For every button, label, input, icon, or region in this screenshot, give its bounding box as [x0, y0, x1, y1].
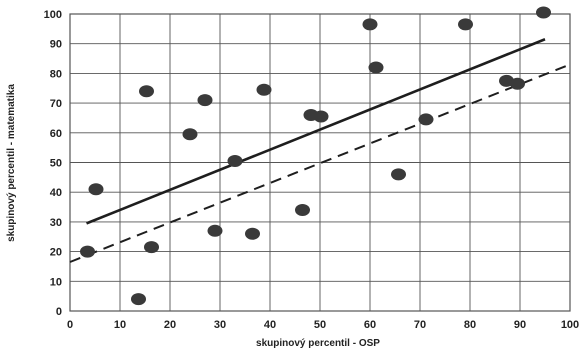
x-tick-label: 0: [67, 319, 73, 331]
data-point: [182, 128, 198, 141]
data-point: [80, 245, 95, 258]
x-tick-label: 30: [214, 319, 226, 331]
y-tick-label: 80: [50, 68, 62, 80]
y-tick-label: 40: [50, 187, 62, 199]
data-point: [368, 61, 384, 74]
data-point: [245, 227, 260, 240]
data-point: [536, 6, 551, 19]
y-tick-label: 60: [50, 128, 62, 140]
x-tick-label: 80: [464, 319, 476, 331]
data-point: [227, 155, 243, 168]
data-point: [295, 204, 310, 217]
data-point: [362, 18, 378, 31]
data-point: [207, 224, 223, 237]
x-tick-label: 50: [314, 319, 326, 331]
y-tick-label: 90: [50, 39, 62, 51]
y-tick-label: 0: [56, 306, 62, 318]
data-point: [391, 168, 406, 181]
y-tick-label: 20: [50, 247, 62, 259]
x-axis-label: skupinový percentil - OSP: [256, 338, 380, 349]
x-tick-label: 70: [414, 319, 426, 331]
data-point: [144, 241, 159, 254]
data-point: [197, 94, 213, 107]
trend-lines: [69, 38, 571, 263]
y-tick-label: 100: [44, 9, 62, 21]
x-tick-label: 60: [364, 319, 376, 331]
y-axis-label: skupinový percentil - matematika: [6, 84, 17, 242]
y-tick-label: 70: [50, 98, 62, 110]
x-tick-label: 100: [561, 319, 579, 331]
data-point: [131, 293, 146, 306]
data-points: [80, 6, 551, 306]
data-point: [510, 77, 525, 90]
data-point: [88, 183, 104, 196]
grid-layer: [69, 13, 571, 312]
tick-labels: 0 10 20 30 40 50 60 70 80 90 100 0 10 20 30 40 50 60 70 80 9…: [44, 9, 580, 331]
plot-frame: [69, 13, 571, 312]
data-point: [458, 18, 473, 31]
trend-line-solid: [86, 38, 546, 225]
data-point: [256, 83, 272, 96]
data-point: [313, 110, 329, 123]
y-tick-label: 50: [50, 158, 62, 170]
y-tick-label: 10: [50, 276, 62, 288]
x-tick-label: 20: [164, 319, 176, 331]
y-tick-label: 30: [50, 217, 62, 229]
x-tick-label: 40: [264, 319, 276, 331]
data-point: [139, 85, 154, 98]
x-tick-label: 10: [114, 319, 126, 331]
data-point: [418, 113, 434, 126]
x-tick-label: 90: [514, 319, 526, 331]
